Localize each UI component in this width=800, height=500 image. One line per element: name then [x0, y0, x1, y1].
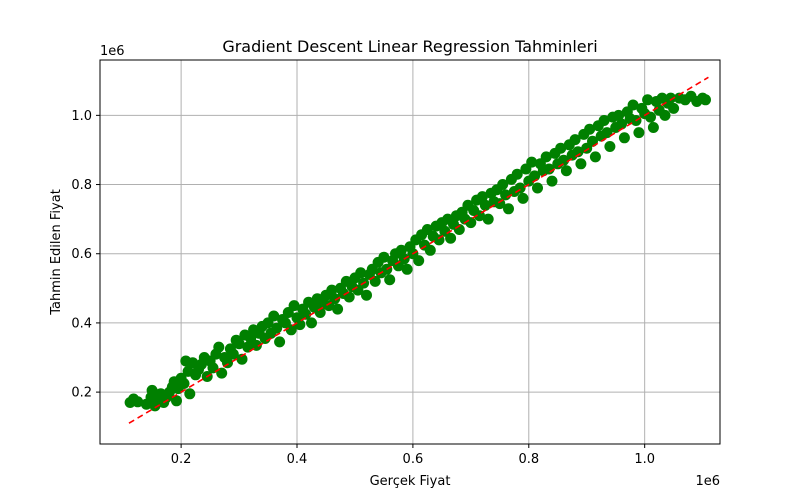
- scatter-point: [616, 118, 627, 130]
- scatter-point: [171, 395, 182, 407]
- scatter-point: [560, 165, 572, 177]
- scatter-point: [401, 263, 413, 275]
- scatter-point: [274, 336, 286, 348]
- scatter-point: [476, 191, 488, 203]
- scatter-point: [378, 251, 390, 263]
- x-tick-label: 0.6: [403, 452, 424, 467]
- scatter-point: [288, 300, 300, 312]
- scatter-point: [384, 274, 396, 286]
- scatter-point: [314, 307, 326, 318]
- scatter-point: [424, 244, 436, 256]
- scatter-point: [540, 151, 552, 163]
- scatter-point: [584, 123, 596, 135]
- scatter-point: [213, 341, 225, 353]
- x-tick-label: 0.2: [171, 452, 192, 467]
- scatter-point: [604, 141, 616, 152]
- scatter-point: [445, 232, 457, 244]
- scatter-point: [294, 319, 306, 331]
- y-tick-label: 0.4: [71, 316, 92, 331]
- reference-line-group: [128, 76, 709, 424]
- scatter-point: [642, 94, 654, 106]
- plot-frame: [99, 59, 721, 445]
- scatter-point: [479, 199, 491, 211]
- scatter-series: [124, 90, 711, 412]
- scatter-point: [306, 317, 317, 329]
- scatter-point: [146, 384, 158, 396]
- scatter-point: [511, 168, 523, 180]
- scatter-point: [285, 324, 297, 336]
- scatter-point: [178, 378, 190, 389]
- y-axis-offset-label: 1e6: [100, 44, 125, 59]
- x-tick-label: 1.0: [634, 452, 655, 467]
- scatter-point: [413, 255, 425, 267]
- scatter-point: [546, 175, 558, 187]
- scatter-point: [659, 109, 671, 121]
- chart-title: Gradient Descent Linear Regression Tahmi…: [222, 37, 597, 56]
- x-tick-label: 0.4: [287, 452, 308, 467]
- x-tick-label: 0.8: [518, 452, 539, 467]
- scatter-point: [395, 244, 407, 256]
- scatter-point: [589, 151, 601, 163]
- scatter-point: [618, 132, 630, 144]
- scatter-point: [613, 109, 625, 121]
- y-tick-label: 0.6: [71, 247, 92, 262]
- scatter-point: [227, 348, 239, 360]
- y-tick-label: 1.0: [71, 109, 92, 124]
- scatter-point: [503, 203, 514, 215]
- scatter-point: [355, 267, 367, 279]
- scatter-point: [268, 310, 280, 322]
- scatter-point: [233, 338, 245, 350]
- scatter-point: [633, 127, 645, 139]
- scatter-point: [665, 92, 677, 104]
- reference-line: [128, 76, 709, 424]
- x-axis-label: Gerçek Fiyat: [370, 474, 451, 489]
- scatter-point: [572, 146, 584, 158]
- scatter-point: [627, 99, 639, 111]
- scatter-point: [647, 122, 659, 133]
- scatter-point: [526, 156, 538, 168]
- scatter-point: [329, 293, 341, 305]
- y-tick-label: 0.8: [71, 178, 92, 193]
- scatter-point: [558, 154, 570, 166]
- scatter-point: [236, 353, 248, 365]
- scatter-point: [482, 213, 494, 225]
- scatter-point: [332, 303, 344, 315]
- scatter-point: [700, 94, 711, 106]
- scatter-point: [271, 322, 283, 334]
- y-axis-label: Tahmin Edilen Fiyat: [49, 189, 64, 316]
- scatter-point: [575, 158, 587, 170]
- scatter-point: [361, 289, 372, 301]
- scatter-point: [668, 102, 680, 114]
- x-axis-ticks: 0.2 0.4 0.6 0.8 1.0: [171, 444, 655, 467]
- y-tick-label: 0.2: [71, 386, 92, 401]
- scatter-point: [555, 142, 567, 154]
- scatter-point: [184, 388, 196, 400]
- scatter-point: [132, 396, 144, 408]
- scatter-point: [517, 192, 529, 204]
- scatter-point: [529, 170, 541, 182]
- scatter-point: [598, 115, 610, 126]
- scatter-point: [497, 179, 509, 190]
- scatter-point: [543, 163, 555, 175]
- x-axis-offset-label: 1e6: [695, 474, 720, 489]
- y-axis-ticks: 0.2 0.4 0.6 0.8 1.0: [71, 109, 100, 401]
- scatter-point: [532, 182, 543, 194]
- scatter-point: [569, 134, 581, 146]
- scatter-point: [465, 217, 477, 229]
- scatter-point: [326, 284, 338, 296]
- scatter-point: [300, 308, 312, 320]
